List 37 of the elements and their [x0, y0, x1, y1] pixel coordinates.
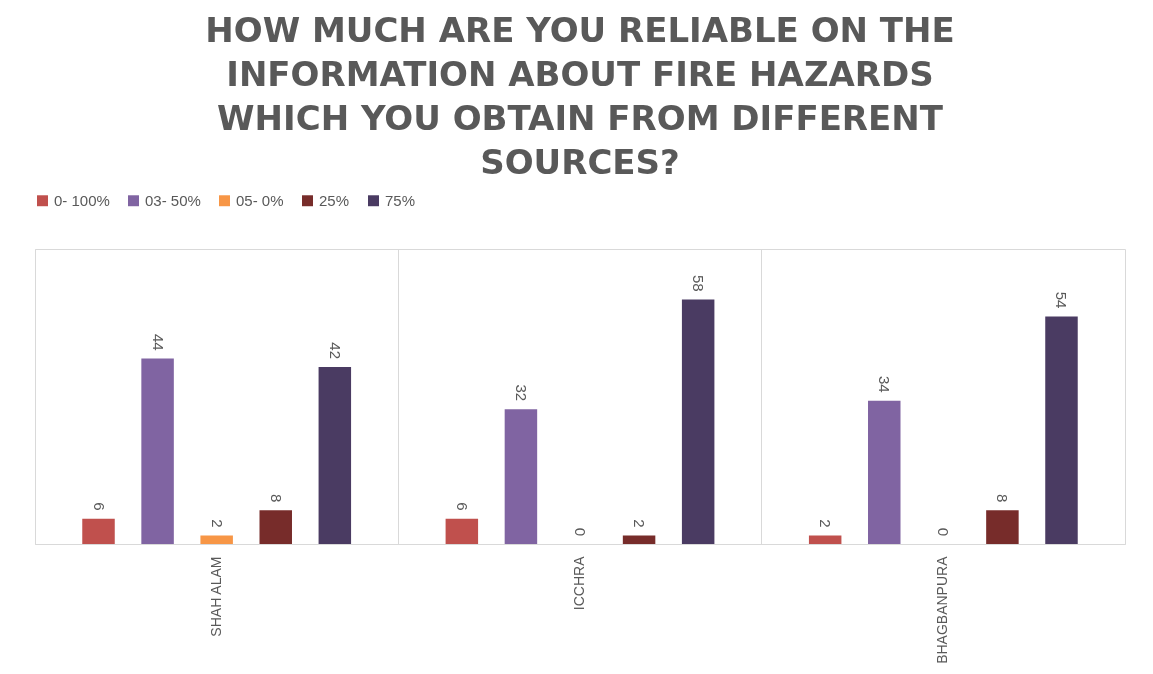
bar: [1045, 316, 1078, 544]
x-tick-label: BHAGBANPURA: [934, 555, 951, 664]
bar: [681, 299, 715, 544]
legend-label: 03- 50%: [145, 191, 201, 209]
legend-label: 25%: [319, 191, 350, 209]
data-label: 6: [453, 502, 471, 511]
data-label: 42: [326, 342, 344, 359]
bar: [141, 358, 174, 544]
data-label: 0: [935, 527, 953, 536]
data-label: 2: [208, 519, 226, 528]
chart-title: HOW MUCH ARE YOU RELIABLE ON THE INFORMATION ABOUT FIRE HAZARDS WHICH YOU OBTAIN FROM DIFFERENT SOURCES?: [205, 10, 955, 182]
bar: [200, 535, 233, 544]
data-label: 8: [267, 493, 285, 503]
data-label: 2: [631, 519, 649, 528]
legend-label: 0- 100%: [54, 191, 110, 209]
data-label: 6: [90, 502, 108, 511]
bar: [808, 535, 842, 544]
bar: [986, 510, 1019, 544]
bar: [318, 367, 352, 544]
data-label: 0: [572, 527, 589, 536]
legend-label: 75%: [385, 191, 416, 209]
bar: [504, 409, 538, 544]
bar: [868, 400, 901, 544]
x-tick-label: ICCHRA: [571, 555, 587, 611]
bar: [622, 535, 656, 544]
data-label: 44: [149, 333, 167, 351]
x-tick-label: SHAH ALAM: [207, 556, 224, 637]
data-label: 2: [817, 519, 835, 528]
legend-label: 05- 0%: [236, 191, 284, 209]
data-label: 54: [1053, 291, 1071, 309]
bar: [445, 518, 479, 544]
data-label: 32: [512, 384, 530, 402]
data-label: 34: [876, 376, 894, 393]
data-label: 8: [994, 493, 1012, 503]
data-label: 58: [690, 274, 708, 292]
bar: [259, 510, 292, 544]
bar: [82, 518, 115, 544]
